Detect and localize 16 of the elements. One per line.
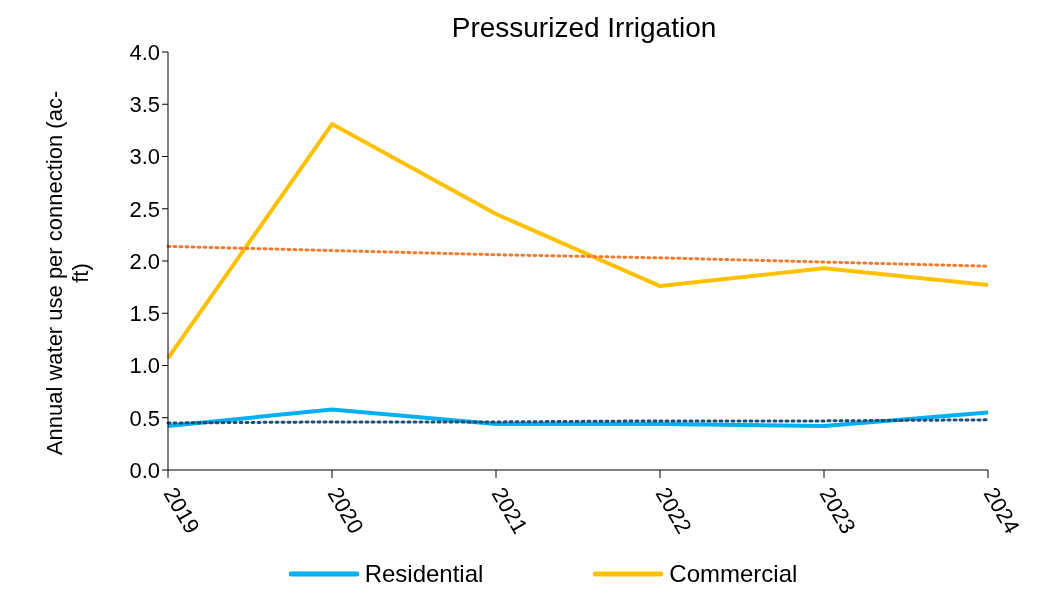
chart-title: Pressurized Irrigation: [450, 12, 718, 44]
line-series: [166, 407, 990, 429]
legend-label: Residential: [364, 560, 484, 588]
y-tick-label: 0.0: [129, 457, 160, 483]
y-tick-label: 4.0: [129, 39, 160, 65]
y-axis-title: Annual water use per connection (ac-ft): [42, 89, 94, 458]
y-tick-label: 3.0: [129, 144, 160, 170]
legend-label: Commercial: [669, 560, 798, 588]
y-tick-label: 1.0: [129, 353, 160, 379]
line-series: [166, 244, 990, 268]
y-tick-label: 1.5: [129, 301, 160, 327]
y-tick-label: 0.5: [129, 405, 160, 431]
y-tick-label: 2.5: [129, 196, 160, 222]
line-series: [166, 122, 990, 361]
y-tick-label: 2.0: [129, 248, 160, 274]
y-tick-label: 3.5: [129, 92, 160, 118]
